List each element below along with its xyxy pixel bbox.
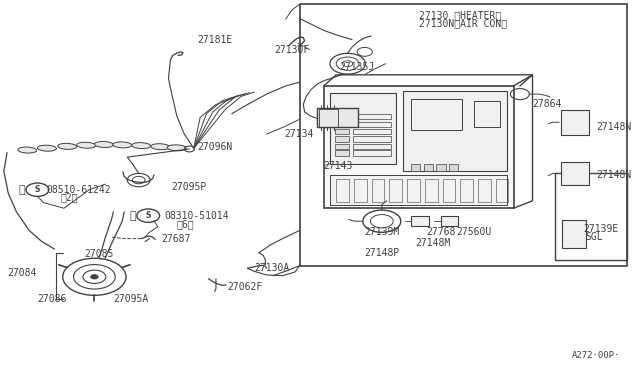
Bar [478,179,491,202]
Text: 27135J: 27135J [339,62,374,73]
Bar [335,144,349,149]
Text: 27130F: 27130F [275,45,310,55]
Text: 27687: 27687 [161,234,190,244]
Bar [411,216,429,226]
Text: 27139M: 27139M [365,227,400,237]
Text: 27085: 27085 [84,249,114,259]
Bar [335,122,349,127]
Bar [411,99,461,131]
Bar [353,144,390,149]
Bar [353,150,390,155]
Bar [335,114,349,119]
Bar [335,150,349,155]
Bar [403,92,507,171]
Ellipse shape [95,141,113,147]
Bar [335,129,349,134]
Text: 27095A: 27095A [113,294,148,304]
Text: 27095P: 27095P [172,183,207,192]
Text: S: S [35,185,40,194]
Bar [389,179,402,202]
Text: 27130 〈HEATER〉: 27130 〈HEATER〉 [419,10,501,20]
Text: Ⓢ: Ⓢ [19,185,25,195]
Bar [561,110,589,135]
Bar [319,109,337,127]
Bar [353,137,390,141]
Bar [372,179,385,202]
Ellipse shape [132,142,150,148]
Text: 27143: 27143 [324,161,353,171]
Text: A272·00P·: A272·00P· [572,351,620,360]
Ellipse shape [77,142,95,148]
Text: 27148P: 27148P [365,248,400,259]
Bar [354,179,367,202]
Bar [556,173,627,260]
Text: （6）: （6） [177,219,195,229]
Text: 27148N: 27148N [596,170,631,180]
Bar [474,101,500,127]
Ellipse shape [38,145,56,151]
Bar [443,179,455,202]
Bar [449,164,458,171]
Bar [353,129,390,134]
Text: （2）: （2） [61,192,79,202]
Text: 27096N: 27096N [197,142,232,152]
Text: S: S [145,211,151,220]
Bar [353,122,390,127]
Text: 27768: 27768 [426,227,456,237]
Bar [562,221,586,248]
Text: 08310-51014: 08310-51014 [164,211,228,221]
Bar [436,164,446,171]
Text: SGL: SGL [586,232,604,242]
Bar [496,179,508,202]
Bar [425,179,438,202]
Bar [561,162,589,185]
Text: 27864: 27864 [532,99,562,109]
Text: 27062F: 27062F [227,282,262,292]
Text: 27086: 27086 [37,294,67,304]
Bar [330,93,396,164]
Bar [441,216,458,226]
Text: 27084: 27084 [7,268,36,278]
Bar [300,4,627,266]
Bar [353,114,390,119]
Text: 27130A: 27130A [254,263,289,273]
Text: 27181E: 27181E [197,35,232,45]
Circle shape [91,275,98,279]
Bar [335,137,349,141]
Bar [407,179,420,202]
Text: 27560U: 27560U [456,227,492,237]
Ellipse shape [58,143,77,149]
Text: 27148N: 27148N [596,122,631,132]
Bar [317,108,358,128]
Text: Ⓢ: Ⓢ [129,211,136,221]
Text: 27139E: 27139E [583,224,618,234]
Ellipse shape [167,145,186,151]
Text: 08510-61242: 08510-61242 [46,185,111,195]
Bar [411,164,420,171]
Text: 27130N〈AIR CON〉: 27130N〈AIR CON〉 [419,18,507,28]
Ellipse shape [113,142,132,148]
Text: 27134: 27134 [285,129,314,139]
Ellipse shape [151,144,170,150]
Bar [324,86,513,208]
Bar [330,175,507,205]
Bar [424,164,433,171]
Text: 27148M: 27148M [415,238,451,248]
Bar [336,179,349,202]
Ellipse shape [18,147,36,153]
Bar [460,179,473,202]
